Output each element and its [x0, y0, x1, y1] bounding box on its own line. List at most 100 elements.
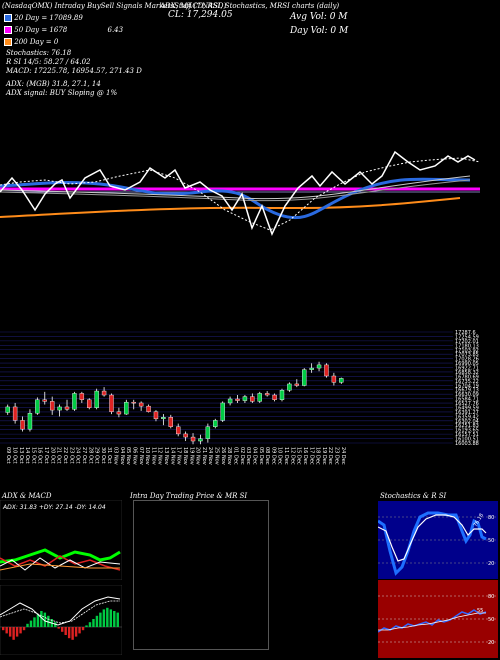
candle-body [302, 369, 307, 386]
price-axis-label: 16679.13 [455, 388, 479, 394]
candle-body [12, 406, 18, 421]
candle-body [331, 375, 337, 383]
ema200-legend: 200 Day = 0 [4, 38, 58, 46]
date-axis-label: 27 Oct [81, 447, 87, 464]
price-axis-label: 16858.32 [455, 370, 479, 376]
date-axis-label: 23 Dec [334, 447, 340, 465]
ema20-label: 20 Day = 17089.89 [14, 14, 83, 22]
candle-body [287, 383, 292, 391]
candle-body [87, 399, 92, 408]
date-axis-label: 24 Oct [75, 447, 81, 464]
stochastics-panel: 80 50 20 76.18 [378, 501, 498, 579]
date-axis-label: 22 Oct [62, 447, 68, 464]
candle-body [57, 406, 62, 411]
stochastics-readout: Stochastics: 76.18 [6, 49, 72, 57]
ema50-label: 50 Day = 1678 [14, 26, 68, 34]
price-candle-chart: 17287.617254.5917202.0117180.1317103.921… [0, 330, 479, 445]
date-axis-label: 09 Oct [5, 447, 11, 464]
candle-body [294, 383, 300, 386]
macd-histogram-bar [74, 627, 78, 637]
candle-body [250, 396, 255, 402]
date-axis: 09 Oct 10 Oct 13 Oct 14 Oct 15 Oct 16 Oct 17 O… [5, 447, 346, 465]
day-volume-label: Day Vol: 0 M [290, 26, 349, 36]
date-axis-label: 19 Nov [188, 447, 194, 465]
candle-body [183, 433, 188, 438]
candle-body [190, 436, 196, 442]
candle-body [264, 393, 270, 396]
macd-histogram-bar [102, 609, 106, 627]
moving-average-chart [0, 150, 481, 236]
date-axis-label: 04 Nov [119, 447, 125, 465]
price-axis-label: 16157.51 [455, 432, 479, 438]
candle-body [109, 394, 114, 412]
macd-histogram-bar [57, 627, 60, 629]
date-axis-label: 11 Dec [283, 447, 289, 465]
candle-body [257, 393, 262, 402]
macd-signal-line [0, 600, 120, 624]
macd-histogram-bar [47, 615, 50, 627]
macd-histogram-bar [78, 627, 81, 634]
date-axis-label: 15 Oct [30, 447, 36, 464]
candle-body [279, 390, 285, 400]
date-axis-label: 12 Dec [289, 447, 295, 465]
macd-histogram-bar [29, 620, 33, 627]
candle-body [235, 398, 240, 401]
date-axis-label: 24 Dec [340, 447, 346, 465]
price-axis-label: 17180.13 [455, 343, 479, 349]
date-axis-label: 04 Dec [251, 447, 257, 465]
macd-histogram-bar [22, 627, 26, 631]
macd-histogram-bar [12, 627, 15, 640]
macd-histogram-bar [71, 627, 74, 640]
stoch-tick-50: 50 [488, 538, 494, 544]
rsi-readout: R SI 14/5: 58.27 / 64.02 [6, 58, 91, 66]
macd-histogram-bar [99, 612, 102, 627]
macd-histogram-bar [43, 612, 47, 627]
candle-body [153, 411, 159, 420]
candle-body [205, 426, 211, 439]
intraday-panel-title: Intra Day Trading Price & MR SI [130, 492, 248, 500]
macd-histogram-bar [36, 614, 40, 627]
macd-histogram-bar [88, 622, 92, 627]
ema50-swatch [4, 26, 12, 34]
ema20-line [0, 177, 471, 220]
macd-histogram-bar [2, 627, 5, 631]
price-axis-label: 16251.83 [455, 423, 479, 429]
adx-panel: ADX: 31.83 +DY: 27.14 -DY: 14.04 [0, 500, 122, 580]
candle-body [79, 393, 85, 400]
macd-histogram-bar [8, 627, 12, 637]
price-axis-label: 17028.26 [455, 357, 479, 363]
candle-body [324, 364, 329, 377]
candle-body [35, 399, 40, 414]
price-axis-label: 16391.27 [455, 410, 479, 416]
candle-body [64, 406, 70, 410]
macd-histogram-bar [85, 625, 88, 627]
adx-green-line [0, 548, 121, 564]
macd-histogram-bar [67, 627, 71, 639]
candle-body [198, 438, 203, 442]
stoch-panel-title: Stochastics & R SI [380, 492, 447, 500]
ema20-swatch [4, 14, 12, 22]
adx-red-line [0, 555, 121, 571]
date-axis-label: 14 Oct [24, 447, 30, 464]
date-axis-label: 18 Dec [315, 447, 321, 465]
date-axis-label: 10 Dec [277, 447, 283, 465]
date-axis-label: 09 Dec [270, 447, 276, 465]
oscillator-line [0, 150, 476, 236]
gray-ma-line-2 [0, 179, 471, 202]
date-axis-label: 14 Nov [169, 447, 175, 465]
macd-histogram-bar [40, 611, 43, 627]
macd-histogram-bar [81, 627, 85, 631]
rsi-value-label: 55 [477, 608, 483, 614]
candle-body [49, 401, 55, 411]
date-axis-label: 28 Nov [226, 447, 232, 465]
ema50-legend: 50 Day = 1678 6.43 [4, 26, 123, 34]
adx-orange-line [0, 563, 120, 571]
date-axis-label: 02 Dec [239, 447, 245, 465]
macd-histogram-bar [64, 627, 67, 635]
price-axis-label: 17254.59 [455, 334, 479, 340]
candle-body [242, 396, 248, 401]
candle-body [220, 402, 225, 421]
price-axis-label: 17287.6 [455, 330, 476, 336]
date-axis-label: 21 Oct [56, 447, 62, 464]
adx-signal-readout: ADX signal: BUY Sloping @ 1% [6, 89, 118, 97]
